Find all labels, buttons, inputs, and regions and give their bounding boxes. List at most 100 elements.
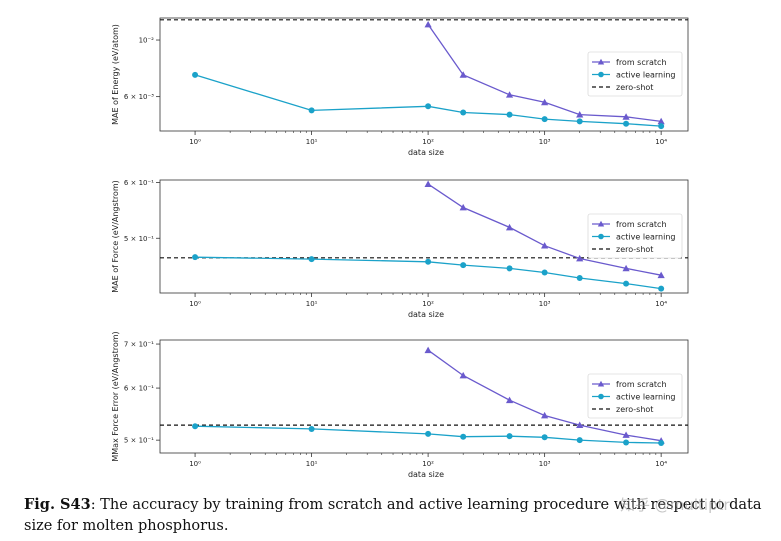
data-point-triangle: [576, 421, 584, 429]
plot-frame: [159, 17, 689, 132]
chart-panel-2: 10⁰ 10¹ 10² 10³ 10⁴ 6 × 10⁻¹ 5 × 10⁻¹ data size…: [111, 179, 689, 319]
data-point-circle: [460, 109, 467, 116]
x-tick-label: 10⁰: [189, 460, 201, 468]
x-tick-label: 10¹: [306, 300, 318, 308]
data-point-circle: [623, 120, 630, 127]
legend-label: zero-shot: [616, 245, 653, 254]
data-point-circle: [192, 254, 199, 261]
data-point-triangle: [424, 346, 432, 354]
legend-box: [587, 51, 683, 97]
data-point-circle: [460, 433, 467, 440]
plot-frame: [159, 339, 689, 454]
y-tick-label: 6 × 10⁻¹: [124, 179, 154, 187]
figure: 10⁰ 10¹ 10² 10³ 10⁴ 10⁻² 6 × 10⁻³ data size MAE …: [111, 17, 689, 479]
chart-panel-3: 10⁰ 10¹ 10² 10³ 10⁴ 7 × 10⁻¹ 6 × 10⁻¹ 5 × 10⁻¹ d…: [111, 331, 689, 479]
x-tick-label: 10¹: [306, 460, 318, 468]
y-tick-label: 7 × 10⁻¹: [124, 341, 154, 349]
data-point-circle: [658, 440, 665, 447]
data-point-triangle: [459, 71, 467, 78]
data-point-circle: [506, 111, 513, 118]
y-axis-label: MMax Force Error (eV/Angstrom): [111, 331, 120, 461]
data-point-circle: [425, 258, 432, 265]
y-tick-label: 6 × 10⁻¹: [124, 385, 154, 393]
legend-label: active learning: [616, 71, 676, 80]
y-axis-label: MAE of Force (eV/Angstrom): [111, 180, 120, 292]
x-tick-label: 10⁴: [655, 138, 667, 146]
data-point-triangle: [541, 411, 549, 419]
data-point-triangle: [541, 242, 549, 249]
data-point-circle: [425, 103, 432, 110]
data-point-triangle: [541, 98, 549, 106]
x-tick-label: 10²: [422, 138, 434, 146]
y-tick-label: 10⁻²: [139, 37, 155, 45]
chart-panel-1: 10⁰ 10¹ 10² 10³ 10⁴ 10⁻² 6 × 10⁻³ data size MAE …: [111, 17, 689, 157]
figure-caption: Fig. S43: The accuracy by training from …: [24, 494, 774, 537]
data-point-circle: [576, 118, 583, 125]
data-point-circle: [192, 423, 199, 430]
data-point-circle: [658, 123, 665, 130]
data-point-circle: [623, 439, 630, 446]
data-point-triangle: [505, 91, 514, 98]
legend-box: [587, 373, 683, 419]
data-point-triangle: [459, 371, 467, 379]
legend-marker-triangle: [597, 58, 605, 65]
x-tick-label: 10³: [539, 300, 551, 308]
x-tick-label: 10⁴: [655, 460, 667, 468]
legend-label: zero-shot: [616, 83, 653, 92]
x-tick-label: 10⁰: [189, 300, 201, 308]
x-tick-label: 10³: [539, 460, 551, 468]
y-tick-label: 5 × 10⁻¹: [124, 235, 154, 243]
x-axis-label: data size: [408, 470, 444, 479]
legend-label: active learning: [616, 393, 676, 402]
y-axis-label: MAE of Energy (eV/atom): [111, 24, 120, 125]
legend-label: from scratch: [616, 58, 667, 67]
legend-label: zero-shot: [616, 405, 653, 414]
data-point-triangle: [622, 264, 630, 272]
data-point-triangle: [576, 254, 584, 262]
data-point-circle: [541, 269, 548, 276]
x-tick-label: 10³: [539, 138, 551, 146]
legend-marker-triangle: [597, 220, 605, 227]
data-point-triangle: [505, 223, 514, 231]
x-axis-label: data size: [408, 148, 444, 157]
x-tick-label: 10²: [422, 300, 434, 308]
data-point-circle: [460, 262, 467, 269]
data-point-triangle: [505, 396, 514, 404]
y-tick-label: 5 × 10⁻¹: [124, 437, 154, 445]
data-point-circle: [506, 433, 513, 440]
data-point-circle: [541, 116, 548, 123]
data-point-circle: [658, 285, 665, 292]
data-point-circle: [541, 434, 548, 441]
legend-label: from scratch: [616, 380, 667, 389]
y-tick-label: 6 × 10⁻³: [124, 93, 154, 101]
legend-label: from scratch: [616, 220, 667, 229]
data-point-circle: [192, 71, 199, 78]
data-point-circle: [576, 275, 583, 282]
data-point-triangle: [424, 180, 432, 187]
caption-label: Fig. S43: [24, 496, 91, 513]
legend-box: [587, 213, 683, 259]
x-tick-label: 10¹: [306, 138, 318, 146]
data-point-circle: [576, 437, 583, 444]
legend-marker-triangle: [597, 380, 605, 387]
data-point-triangle: [657, 117, 665, 125]
x-tick-label: 10⁰: [189, 138, 201, 146]
data-point-circle: [308, 425, 315, 432]
data-point-triangle: [459, 203, 467, 211]
data-point-triangle: [622, 113, 630, 120]
x-axis-label: data size: [408, 310, 444, 319]
data-point-circle: [506, 265, 513, 272]
data-point-circle: [425, 430, 432, 437]
legend-marker-circle: [598, 71, 604, 78]
data-point-triangle: [424, 20, 432, 28]
legend-label: active learning: [616, 233, 676, 242]
x-tick-label: 10²: [422, 460, 434, 468]
x-tick-label: 10⁴: [655, 300, 667, 308]
watermark: 知乎 @multiptr: [620, 496, 730, 514]
caption-text: : The accuracy by training from scratch …: [24, 497, 762, 534]
data-point-triangle: [622, 431, 630, 438]
legend-marker-circle: [598, 393, 604, 400]
data-point-circle: [308, 256, 315, 263]
legend-marker-circle: [598, 233, 604, 240]
data-point-circle: [308, 107, 315, 114]
